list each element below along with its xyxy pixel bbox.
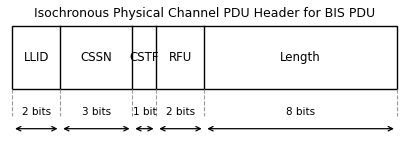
Text: LLID: LLID — [24, 51, 49, 64]
Text: CSTF: CSTF — [130, 51, 159, 64]
Text: 1 bit: 1 bit — [133, 107, 156, 117]
Text: Isochronous Physical Channel PDU Header for BIS PDU: Isochronous Physical Channel PDU Header … — [34, 7, 375, 20]
Text: CSSN: CSSN — [81, 51, 112, 64]
Text: Length: Length — [280, 51, 321, 64]
Text: 2 bits: 2 bits — [166, 107, 195, 117]
Text: 2 bits: 2 bits — [22, 107, 51, 117]
Text: RFU: RFU — [169, 51, 192, 64]
Bar — [12, 26, 397, 89]
Text: 8 bits: 8 bits — [286, 107, 315, 117]
Text: 3 bits: 3 bits — [82, 107, 111, 117]
